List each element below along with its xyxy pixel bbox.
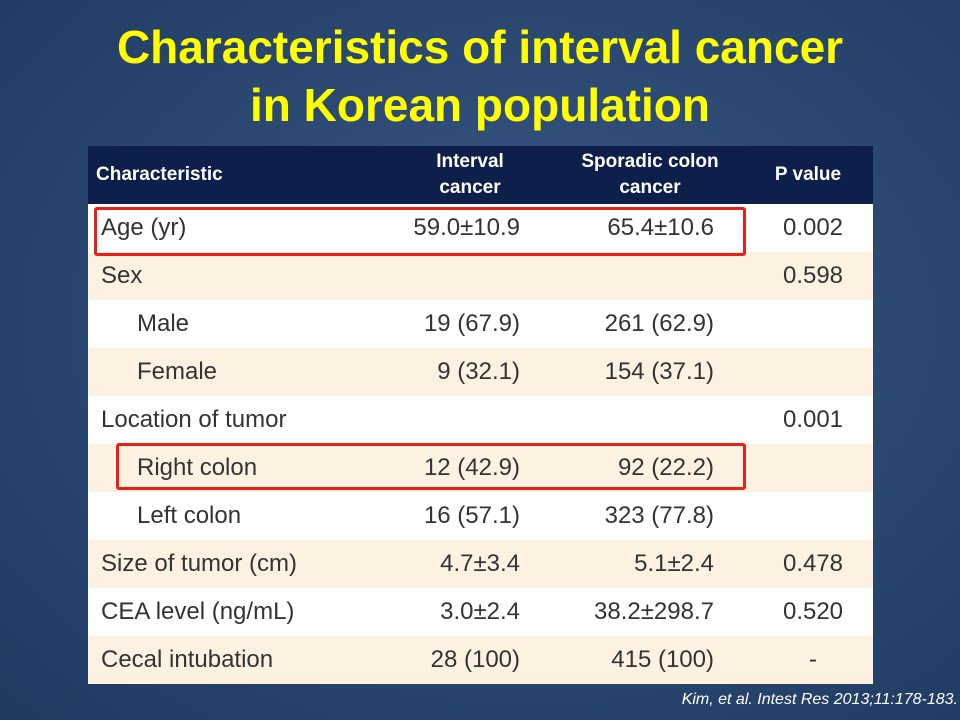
table-row-sex: Sex 0.598 [88,252,873,300]
interval-value: 16 (57.1) [423,502,520,529]
p-value: 0.478 [782,550,844,577]
interval-value [388,396,520,444]
header-characteristic: Characteristic [96,146,376,204]
sporadic-value: 323 (77.8) [604,502,714,529]
sporadic-value: 92 (22.2) [617,454,714,481]
p-value [753,444,873,492]
interval-value: 12 (42.9) [423,454,520,481]
sporadic-value: 154 (37.1) [604,358,714,385]
slide-title-line-2: in Korean population [250,79,710,131]
header-interval-cancer: Interval cancer [410,146,530,204]
p-value: 0.520 [782,598,844,625]
row-label: Cecal intubation [101,646,274,673]
interval-value: 28 (100) [430,646,520,673]
row-label: Female [137,358,218,385]
header-p-value-label: P value [774,164,842,185]
p-value: - [809,646,817,673]
header-interval-line-2: cancer [439,177,501,198]
header-sporadic-line-2: cancer [619,177,681,198]
interval-value: 9 (32.1) [437,358,520,385]
sporadic-value: 261 (62.9) [604,310,714,337]
p-value [753,348,873,396]
sporadic-value: 38.2±298.7 [594,598,714,625]
header-sporadic-colon-cancer: Sporadic colon cancer [550,146,750,204]
p-value [753,492,873,540]
slide-title-line-1: Characteristics of interval cancer [116,21,844,73]
table-row-size: Size of tumor (cm) 4.7±3.4 5.1±2.4 0.478 [88,540,873,588]
header-interval-line-1: Interval [436,151,504,172]
p-value: 0.002 [782,214,844,241]
interval-value: 59.0±10.9 [413,214,520,241]
row-label: Size of tumor (cm) [101,550,298,577]
row-label: Location of tumor [101,406,287,433]
table-row-male: Male 19 (67.9) 261 (62.9) [88,300,873,348]
sporadic-value: 415 (100) [611,646,714,673]
row-label: Right colon [137,454,258,481]
table-row-cea: CEA level (ng/mL) 3.0±2.4 38.2±298.7 0.5… [88,588,873,636]
row-label: Left colon [137,502,242,529]
table-row-location: Location of tumor 0.001 [88,396,873,444]
row-label: Age (yr) [101,214,187,241]
p-value: 0.001 [782,406,844,433]
sporadic-value: 65.4±10.6 [607,214,714,241]
row-label: Sex [101,262,143,289]
interval-value: 3.0±2.4 [440,598,520,625]
interval-value: 4.7±3.4 [440,550,520,577]
table-row-age: Age (yr) 59.0±10.9 65.4±10.6 0.002 [88,204,873,252]
table-header: Characteristic Interval cancer Sporadic … [88,146,873,204]
table-row-cecal-intubation: Cecal intubation 28 (100) 415 (100) - [88,636,873,684]
p-value: 0.598 [782,262,844,289]
header-characteristic-label: Characteristic [96,164,223,185]
sporadic-value [568,252,714,300]
sporadic-value: 5.1±2.4 [634,550,714,577]
citation: Kim, et al. Intest Res 2013;11:178-183. [681,691,958,708]
row-label: Male [137,310,190,337]
characteristics-table: Characteristic Interval cancer Sporadic … [88,146,873,685]
table-row-left-colon: Left colon 16 (57.1) 323 (77.8) [88,492,873,540]
header-sporadic-line-1: Sporadic colon [581,151,719,172]
row-label: CEA level (ng/mL) [101,598,295,625]
slide-title: Characteristics of interval cancer in Ko… [0,18,960,134]
interval-value: 19 (67.9) [423,310,520,337]
table-row-female: Female 9 (32.1) 154 (37.1) [88,348,873,396]
table-row-right-colon: Right colon 12 (42.9) 92 (22.2) [88,444,873,492]
p-value [753,300,873,348]
sporadic-value [568,396,714,444]
header-p-value: P value [753,146,863,204]
interval-value [388,252,520,300]
